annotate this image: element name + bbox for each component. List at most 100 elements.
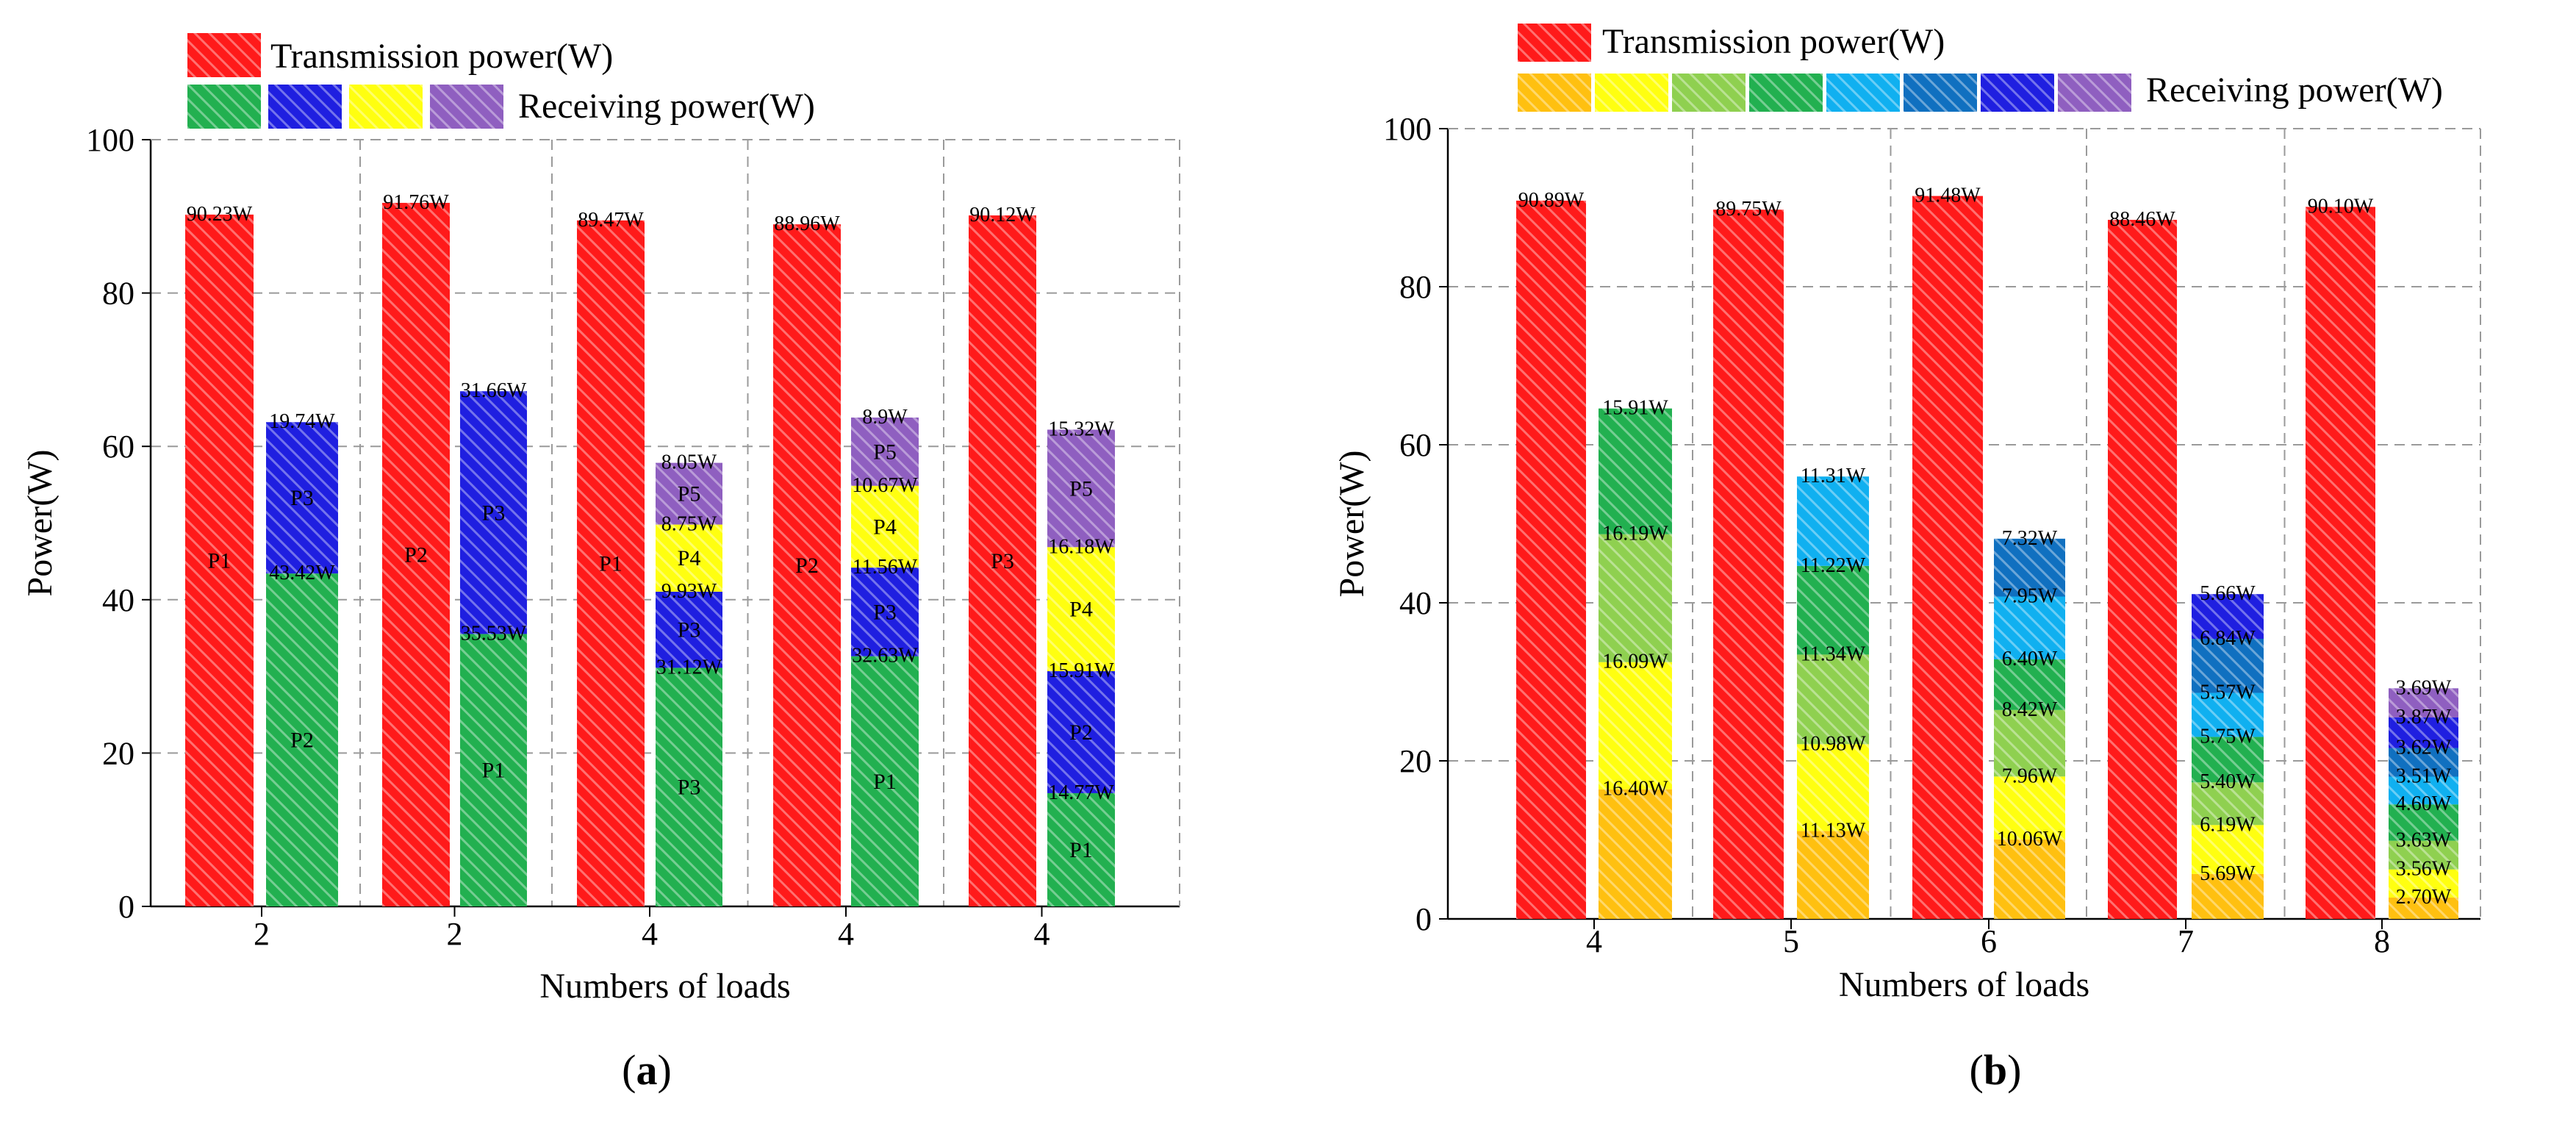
receiving-segment-hatch: [2192, 639, 2264, 693]
receiving-value-label: 3.56W: [2396, 858, 2452, 881]
receiving-value-label: 3.87W: [2396, 706, 2452, 729]
receiving-value-label: 9.93W: [661, 580, 717, 603]
legend-receiving-label: Receiving power(W): [518, 87, 815, 126]
legend-receiving-swatch-hatch: [1595, 74, 1668, 112]
receiving-segment-hatch: [2389, 748, 2458, 777]
x-tick-label: 5: [1783, 923, 1799, 959]
transmission-bar-hatch: [1713, 210, 1784, 919]
receiving-inner-label: P1: [873, 770, 897, 794]
y-tick-label: 0: [118, 889, 134, 925]
receiving-inner-label: P1: [1069, 838, 1093, 862]
transmission-bar-hatch: [577, 220, 645, 907]
receiving-value-label: 11.56W: [853, 556, 918, 579]
receiving-value-label: 6.84W: [2200, 627, 2256, 650]
receiving-value-label: 5.40W: [2200, 770, 2256, 793]
caption-open-paren: (: [622, 1046, 636, 1094]
y-tick-label: 80: [1399, 269, 1432, 305]
receiving-value-label: 10.98W: [1800, 732, 1866, 755]
receiving-inner-label: P5: [1069, 476, 1093, 501]
receiving-segment-hatch: [1994, 839, 2065, 919]
y-tick-label: 40: [1399, 585, 1432, 621]
receiving-value-label: 6.19W: [2200, 813, 2256, 836]
y-axis-label: Power(W): [1332, 451, 1371, 598]
receiving-value-label: 11.34W: [1801, 642, 1866, 665]
panel-a: 0 20 40 60 80 100 2 2 4 4 4 90.23W P1 91.76W P2 89.47W P…: [21, 33, 1180, 1094]
transmission-inner-label: P1: [599, 551, 623, 576]
receiving-segment-hatch: [2192, 737, 2264, 783]
receiving-segment-hatch: [1047, 671, 1115, 793]
legend-receiving-swatch-hatch: [1518, 74, 1591, 112]
receiving-segment-hatch: [656, 524, 722, 592]
x-tick-label: 2: [447, 916, 463, 952]
receiving-segment-hatch: [266, 422, 338, 574]
transmission-bar-hatch: [1516, 200, 1586, 919]
transmission-bar-hatch: [773, 224, 841, 906]
legend-receiving-swatch-hatch: [1749, 74, 1823, 112]
receiving-value-label: 10.06W: [1997, 828, 2063, 851]
legend-receiving-swatch-hatch: [2058, 74, 2131, 112]
receiving-value-label: 11.31W: [1801, 465, 1866, 487]
receiving-segment-hatch: [460, 634, 527, 906]
receiving-value-label: 31.12W: [656, 656, 722, 679]
transmission-inner-label: P2: [404, 543, 428, 567]
receiving-inner-label: P1: [482, 759, 506, 783]
x-tick-label: 4: [838, 916, 854, 952]
panel-caption: (a): [622, 1046, 672, 1094]
legend-receiving-swatch-hatch: [1826, 74, 1900, 112]
receiving-value-label: 32.63W: [852, 645, 918, 667]
y-tick-label: 40: [102, 582, 134, 618]
receiving-segment-hatch: [2389, 717, 2458, 748]
receiving-value-label: 8.9W: [862, 406, 908, 429]
receiving-inner-label: P3: [290, 486, 314, 510]
x-tick-label: 7: [2178, 923, 2194, 959]
legend-transmission-label: Transmission power(W): [1602, 22, 1945, 61]
receiving-segment-hatch: [656, 667, 722, 906]
y-tick-label: 60: [1399, 427, 1432, 463]
transmission-value-label: 90.12W: [969, 204, 1036, 226]
transmission-inner-label: P1: [208, 548, 232, 573]
x-axis-label: Numbers of loads: [539, 967, 790, 1006]
receiving-segment-hatch: [460, 391, 527, 634]
receiving-value-label: 3.62W: [2396, 737, 2452, 759]
legend-receiving-swatch-hatch: [187, 85, 261, 129]
transmission-bar-hatch: [185, 214, 254, 906]
receiving-value-label: 8.05W: [661, 451, 717, 474]
receiving-segment-hatch: [1797, 654, 1869, 745]
legend-receiving-swatch-hatch: [349, 85, 423, 129]
receiving-segment-hatch: [1994, 709, 2065, 777]
legend-receiving-swatch-hatch: [1981, 74, 2054, 112]
transmission-bar-hatch: [382, 202, 450, 906]
legend-transmission-label: Transmission power(W): [270, 37, 613, 76]
receiving-inner-label: P5: [678, 482, 701, 506]
receiving-value-label: 3.63W: [2396, 829, 2452, 852]
receiving-segment-hatch: [1047, 547, 1115, 672]
receiving-segment-hatch: [2192, 782, 2264, 826]
receiving-value-label: 16.19W: [1602, 523, 1668, 545]
transmission-bar-hatch: [969, 215, 1036, 906]
y-tick-label: 20: [1399, 743, 1432, 779]
receiving-value-label: 11.22W: [1801, 554, 1866, 577]
receiving-segment-hatch: [1994, 596, 2065, 659]
receiving-segment-hatch: [2389, 840, 2458, 870]
caption-letter: b: [1984, 1046, 2007, 1094]
receiving-value-label: 15.32W: [1048, 418, 1114, 440]
receiving-value-label: 4.60W: [2396, 792, 2452, 815]
transmission-value-label: 90.23W: [187, 203, 253, 226]
transmission-inner-label: P2: [795, 554, 819, 578]
receiving-segment-hatch: [851, 485, 919, 568]
transmission-inner-label: P3: [991, 549, 1014, 573]
caption-close-paren: ): [2007, 1046, 2021, 1094]
legend-transmission-swatch-hatch: [187, 33, 261, 77]
y-tick-label: 20: [102, 735, 134, 771]
receiving-segment-hatch: [656, 462, 722, 525]
receiving-value-label: 11.13W: [1801, 819, 1866, 842]
receiving-value-label: 3.69W: [2396, 676, 2452, 699]
legend-transmission-swatch-hatch: [1518, 24, 1591, 62]
receiving-value-label: 35.53W: [461, 622, 527, 645]
caption-open-paren: (: [1970, 1046, 1984, 1094]
receiving-inner-label: P3: [482, 501, 506, 525]
receiving-segment-hatch: [1797, 565, 1869, 655]
x-tick-label: 2: [254, 916, 270, 952]
receiving-value-label: 2.70W: [2396, 886, 2452, 909]
receiving-segment-hatch: [2192, 594, 2264, 640]
